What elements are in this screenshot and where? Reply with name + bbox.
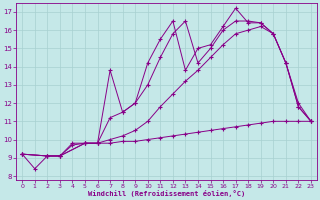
X-axis label: Windchill (Refroidissement éolien,°C): Windchill (Refroidissement éolien,°C) bbox=[88, 190, 245, 197]
